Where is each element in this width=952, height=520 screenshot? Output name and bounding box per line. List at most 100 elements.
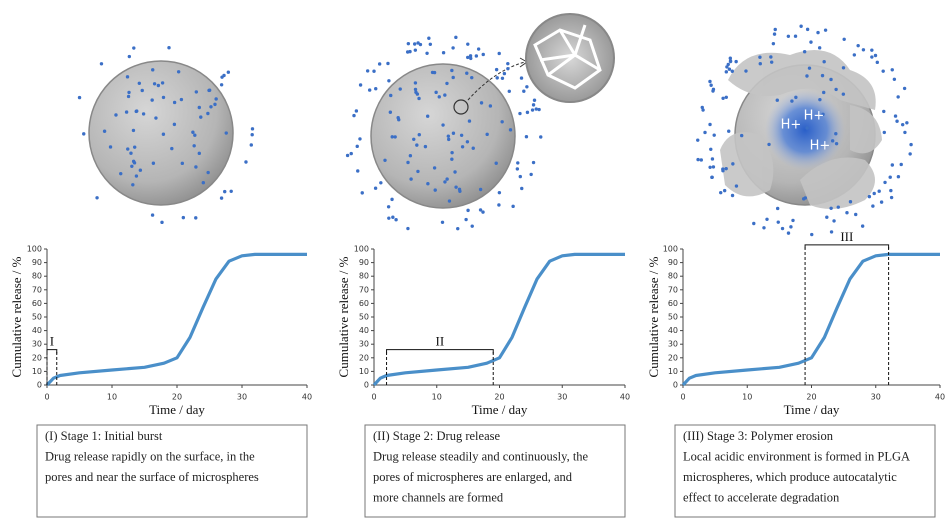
y-tick-label: 90 xyxy=(359,258,369,267)
drug-dot xyxy=(905,121,908,124)
drug-dot xyxy=(870,48,873,51)
drug-dot xyxy=(427,37,430,40)
y-tick-label: 30 xyxy=(32,340,42,349)
x-tick-label: 0 xyxy=(680,393,685,402)
caption-line: Drug release steadily and continuously, … xyxy=(373,449,589,463)
drug-dot xyxy=(712,165,715,168)
drug-dot xyxy=(703,131,706,134)
drug-dot xyxy=(468,119,471,122)
caption-line: pores and near the surface of microspher… xyxy=(45,470,259,484)
drug-dot xyxy=(868,195,871,198)
drug-dot xyxy=(443,93,446,96)
drug-dot xyxy=(138,82,141,85)
drug-dot xyxy=(909,143,912,146)
drug-dot xyxy=(880,200,883,203)
drug-dot xyxy=(447,134,450,137)
drug-dot xyxy=(713,133,716,136)
drug-dot xyxy=(429,43,432,46)
x-tick-label: 20 xyxy=(172,393,182,402)
drug-dot xyxy=(387,216,390,219)
drug-dot xyxy=(222,74,225,77)
drug-dot xyxy=(125,110,128,113)
drug-dot xyxy=(891,163,894,166)
drug-dot xyxy=(529,173,532,176)
drug-dot xyxy=(825,216,828,219)
y-tick-label: 0 xyxy=(673,381,678,390)
y-axis-label: Cumulative release / % xyxy=(646,256,661,377)
caption-line: more channels are formed xyxy=(373,490,504,504)
drug-dot xyxy=(393,135,396,138)
drug-dot xyxy=(132,46,135,49)
drug-dot xyxy=(506,67,509,70)
drug-dot xyxy=(834,132,837,135)
y-tick-label: 70 xyxy=(668,285,678,294)
drug-dot xyxy=(119,172,122,175)
drug-dot xyxy=(773,32,776,35)
drug-dot xyxy=(132,129,135,132)
drug-dot xyxy=(135,109,138,112)
drug-dot xyxy=(127,91,130,94)
y-tick-label: 60 xyxy=(32,299,42,308)
drug-dot xyxy=(131,183,134,186)
caption-line: effect to accelerate degradation xyxy=(683,490,840,504)
drug-dot xyxy=(758,56,761,59)
drug-dot xyxy=(891,68,894,71)
drug-dot xyxy=(412,138,415,141)
drug-dot xyxy=(727,63,730,66)
x-tick-label: 30 xyxy=(237,393,247,402)
drug-dot xyxy=(805,126,808,129)
drug-dot xyxy=(130,165,133,168)
stage-span xyxy=(805,245,889,385)
drug-dot xyxy=(356,169,359,172)
drug-dot xyxy=(725,96,728,99)
drug-dot xyxy=(498,52,501,55)
drug-dot xyxy=(445,82,448,85)
drug-dot xyxy=(355,109,358,112)
drug-dot xyxy=(709,148,712,151)
drug-dot xyxy=(157,84,160,87)
drug-dot xyxy=(525,85,528,88)
drug-dot xyxy=(503,72,506,75)
x-tick-label: 30 xyxy=(871,393,881,402)
drug-dot xyxy=(206,171,209,174)
drug-dot xyxy=(450,151,453,154)
drug-dot xyxy=(391,216,394,219)
drug-dot xyxy=(153,82,156,85)
drug-dot xyxy=(424,145,427,148)
drug-dot xyxy=(450,69,453,72)
drug-dot xyxy=(762,226,765,229)
drug-dot xyxy=(452,132,455,135)
drug-dot xyxy=(496,76,499,79)
drug-dot xyxy=(366,69,369,72)
drug-dot xyxy=(399,87,402,90)
drug-dot xyxy=(466,42,469,45)
drug-dot xyxy=(759,62,762,65)
drug-dot xyxy=(829,78,832,81)
drug-dot xyxy=(416,170,419,173)
drug-dot xyxy=(464,218,467,221)
drug-dot xyxy=(95,196,98,199)
drug-dot xyxy=(767,143,770,146)
drug-dot xyxy=(818,46,821,49)
drug-dot xyxy=(251,127,254,130)
drug-dot xyxy=(460,134,463,137)
drug-dot xyxy=(810,233,813,236)
caption-line: microspheres, which produce autocatalyti… xyxy=(683,470,897,484)
drug-dot xyxy=(824,28,827,31)
y-tick-label: 10 xyxy=(668,367,678,376)
drug-dot xyxy=(202,181,205,184)
stage-bracket xyxy=(805,245,889,249)
drug-dot xyxy=(533,99,536,102)
drug-dot xyxy=(133,161,136,164)
y-tick-label: 80 xyxy=(668,272,678,281)
drug-dot xyxy=(485,133,488,136)
drug-dot xyxy=(482,53,485,56)
drug-dot xyxy=(379,181,382,184)
drug-dot xyxy=(724,167,727,170)
drug-dot xyxy=(727,130,730,133)
drug-dot xyxy=(244,160,247,163)
drug-dot xyxy=(516,167,519,170)
y-tick-label: 70 xyxy=(359,285,369,294)
drug-dot xyxy=(495,162,498,165)
x-tick-label: 20 xyxy=(494,393,504,402)
